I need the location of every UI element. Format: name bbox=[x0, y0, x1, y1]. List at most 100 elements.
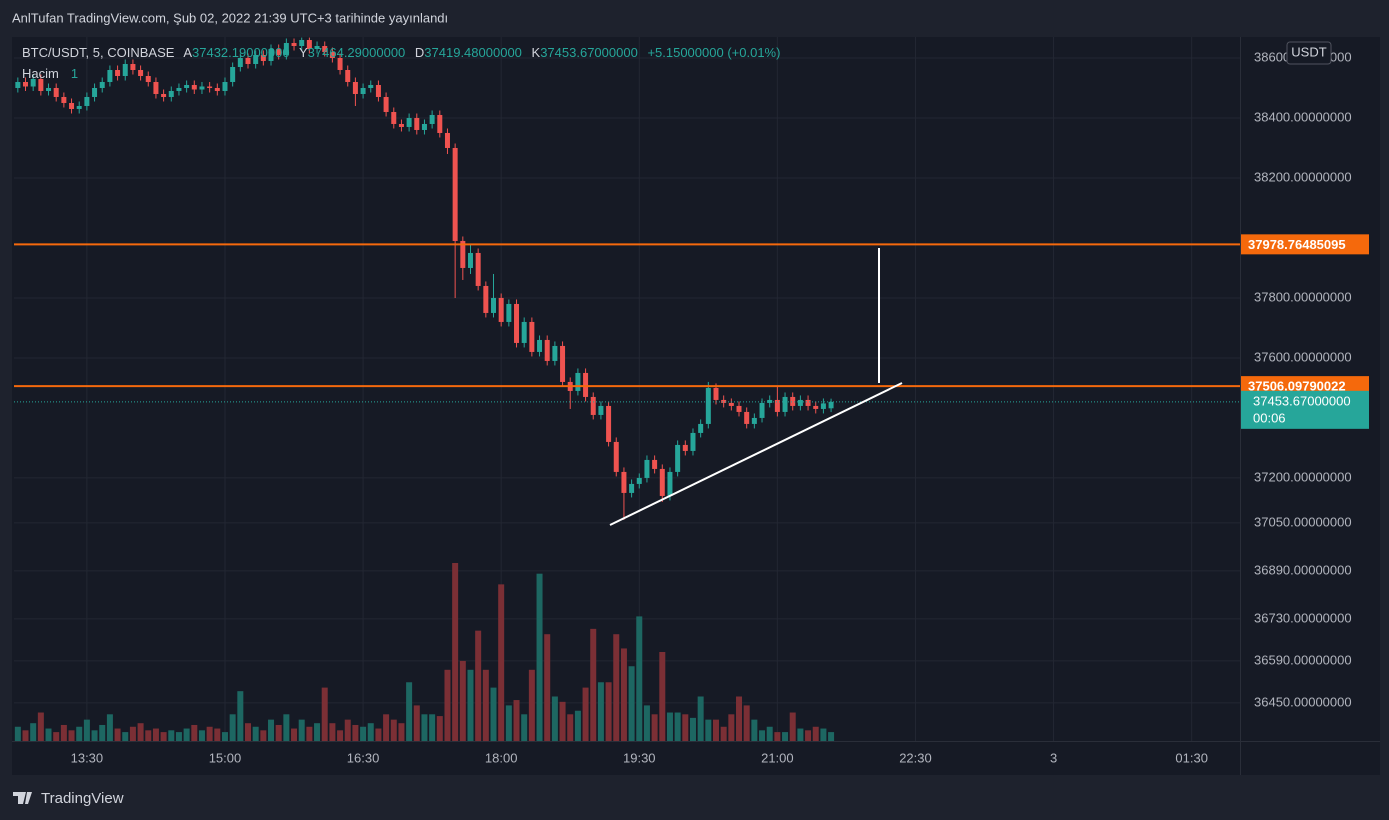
volume-bar bbox=[643, 705, 650, 741]
currency-box[interactable] bbox=[1286, 41, 1332, 65]
y-tick-label: 38400.00000000 bbox=[1254, 109, 1352, 124]
volume-bar bbox=[244, 723, 251, 741]
volume-value: 1 bbox=[71, 66, 78, 81]
candle-body bbox=[115, 69, 121, 76]
candle-body bbox=[84, 96, 90, 106]
volume-bar bbox=[782, 732, 789, 741]
volume-bar bbox=[91, 730, 98, 741]
countdown: 00:06 bbox=[1253, 410, 1286, 425]
candle-body bbox=[560, 345, 566, 382]
candle-body bbox=[23, 81, 29, 87]
volume-bar bbox=[337, 730, 344, 741]
candle-body bbox=[644, 459, 650, 478]
trend-line bbox=[609, 382, 903, 526]
currency: USDT bbox=[1291, 44, 1326, 59]
legend-key: K bbox=[532, 45, 541, 60]
x-tick-label: 19:30 bbox=[623, 750, 656, 765]
volume-bar bbox=[459, 660, 466, 741]
candle-body bbox=[153, 81, 159, 94]
volume-bar bbox=[76, 726, 83, 741]
volume-bar bbox=[551, 696, 558, 741]
volume-bar bbox=[298, 719, 305, 741]
candle-body bbox=[705, 387, 711, 424]
volume-bar bbox=[521, 714, 528, 741]
volume-bar bbox=[22, 730, 29, 741]
candle-body bbox=[675, 444, 681, 472]
candle-body bbox=[682, 444, 688, 451]
chart-pane bbox=[12, 37, 1380, 775]
volume-bar bbox=[498, 584, 505, 741]
volume-bar bbox=[221, 732, 228, 741]
candle-body bbox=[790, 396, 796, 406]
candle-body bbox=[774, 399, 780, 412]
candle-body bbox=[759, 402, 765, 418]
drawings bbox=[609, 248, 903, 526]
candle-body bbox=[652, 459, 658, 469]
candle-body bbox=[475, 252, 481, 286]
volume-bar bbox=[152, 728, 159, 741]
candle-body bbox=[314, 45, 320, 49]
candle-body bbox=[122, 63, 128, 76]
candle-body bbox=[529, 321, 535, 352]
candle-body bbox=[444, 132, 450, 148]
volume-bar bbox=[175, 732, 182, 741]
y-tick-label: 36730.00000000 bbox=[1254, 610, 1352, 625]
candle-body bbox=[782, 396, 788, 412]
volume-bar bbox=[352, 724, 359, 741]
volume-bar bbox=[720, 726, 727, 741]
volume-bar bbox=[436, 716, 443, 741]
candle-body bbox=[483, 285, 489, 313]
volume-bar bbox=[689, 717, 696, 741]
volume-bar bbox=[268, 719, 275, 741]
x-tick-label: 01:30 bbox=[1175, 750, 1208, 765]
volume-bar bbox=[597, 682, 604, 741]
logo-icon bbox=[13, 792, 32, 804]
volume-bar bbox=[367, 723, 374, 741]
candle-body bbox=[276, 48, 282, 55]
volume-bar bbox=[628, 666, 635, 741]
candle-body bbox=[291, 42, 297, 46]
volume-bar bbox=[828, 732, 835, 741]
volume-bar bbox=[306, 726, 313, 741]
volume-bar bbox=[198, 730, 205, 741]
volume-bar bbox=[45, 728, 52, 741]
candle-body bbox=[713, 387, 719, 400]
volume-bar bbox=[68, 730, 75, 741]
candle-body bbox=[69, 102, 75, 109]
candle-body bbox=[360, 87, 366, 94]
footer: TradingView bbox=[41, 790, 124, 807]
candle-body bbox=[38, 78, 44, 91]
volume-bar bbox=[712, 719, 719, 741]
candle-body bbox=[514, 303, 520, 343]
legend-value: 37453.67000000 bbox=[540, 45, 638, 60]
volume-bar bbox=[360, 726, 367, 741]
candle-body bbox=[805, 399, 811, 406]
volume-bar bbox=[390, 719, 397, 741]
volume-bar bbox=[674, 712, 681, 741]
volume-bar bbox=[659, 652, 666, 741]
candle-body bbox=[15, 81, 21, 88]
volume-bar bbox=[743, 705, 750, 741]
volume-bar bbox=[329, 723, 336, 741]
volume-bar bbox=[168, 730, 175, 741]
candle-body bbox=[452, 147, 458, 241]
candle-body bbox=[46, 87, 52, 91]
volume-bar bbox=[812, 726, 819, 741]
y-tick-label: 36450.00000000 bbox=[1254, 694, 1352, 709]
symbol: BTC/USDT, 5, COINBASE bbox=[22, 45, 175, 60]
candle-body bbox=[253, 54, 259, 64]
candle-body bbox=[184, 84, 190, 88]
candle-body bbox=[168, 90, 174, 97]
volume-bar bbox=[820, 728, 827, 741]
candle-body bbox=[667, 471, 673, 496]
volume-bar bbox=[528, 669, 535, 741]
volume-bar bbox=[444, 669, 451, 741]
volume-bar bbox=[759, 730, 766, 741]
candle-body bbox=[506, 303, 512, 322]
volume-bar bbox=[252, 726, 259, 741]
candle-body bbox=[345, 69, 351, 82]
volume-bar bbox=[736, 696, 743, 741]
volume-bar bbox=[429, 714, 436, 741]
volume-bar bbox=[574, 710, 581, 741]
